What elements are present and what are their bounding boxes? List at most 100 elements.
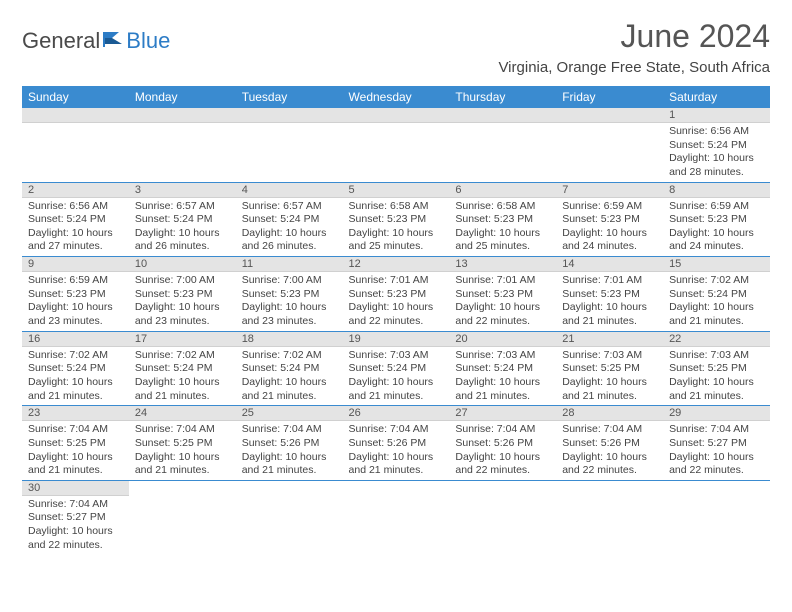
weekday-header: Monday bbox=[129, 86, 236, 108]
daylight-line-1: Daylight: 10 hours bbox=[455, 376, 550, 390]
day-body: Sunrise: 7:00 AMSunset: 5:23 PMDaylight:… bbox=[129, 272, 236, 331]
sunrise-line: Sunrise: 7:04 AM bbox=[455, 423, 550, 437]
daylight-line-1: Daylight: 10 hours bbox=[349, 451, 444, 465]
sunrise-line: Sunrise: 7:00 AM bbox=[242, 274, 337, 288]
day-body: Sunrise: 7:02 AMSunset: 5:24 PMDaylight:… bbox=[663, 272, 770, 331]
day-number: 28 bbox=[556, 406, 663, 421]
calendar-day-cell: 25Sunrise: 7:04 AMSunset: 5:26 PMDayligh… bbox=[236, 406, 343, 481]
calendar-week-row: 9Sunrise: 6:59 AMSunset: 5:23 PMDaylight… bbox=[22, 257, 770, 332]
calendar-day-cell: 2Sunrise: 6:56 AMSunset: 5:24 PMDaylight… bbox=[22, 182, 129, 257]
daylight-line-2: and 22 minutes. bbox=[349, 315, 444, 329]
day-number: 10 bbox=[129, 257, 236, 272]
month-title: June 2024 bbox=[498, 18, 770, 55]
sunset-line: Sunset: 5:24 PM bbox=[135, 362, 230, 376]
daynum-bar-empty bbox=[343, 108, 450, 123]
calendar-day-cell: 23Sunrise: 7:04 AMSunset: 5:25 PMDayligh… bbox=[22, 406, 129, 481]
daylight-line-2: and 28 minutes. bbox=[669, 166, 764, 180]
daylight-line-2: and 22 minutes. bbox=[455, 464, 550, 478]
day-number: 12 bbox=[343, 257, 450, 272]
day-body: Sunrise: 6:57 AMSunset: 5:24 PMDaylight:… bbox=[236, 198, 343, 257]
day-body: Sunrise: 7:01 AMSunset: 5:23 PMDaylight:… bbox=[449, 272, 556, 331]
daylight-line-2: and 21 minutes. bbox=[135, 464, 230, 478]
sunset-line: Sunset: 5:23 PM bbox=[455, 213, 550, 227]
day-number: 8 bbox=[663, 183, 770, 198]
calendar-day-cell: 17Sunrise: 7:02 AMSunset: 5:24 PMDayligh… bbox=[129, 331, 236, 406]
day-number: 16 bbox=[22, 332, 129, 347]
daylight-line-1: Daylight: 10 hours bbox=[455, 301, 550, 315]
day-number: 20 bbox=[449, 332, 556, 347]
calendar-table: Sunday Monday Tuesday Wednesday Thursday… bbox=[22, 86, 770, 554]
daylight-line-1: Daylight: 10 hours bbox=[135, 376, 230, 390]
sunset-line: Sunset: 5:24 PM bbox=[135, 213, 230, 227]
day-number: 27 bbox=[449, 406, 556, 421]
calendar-day-cell: 29Sunrise: 7:04 AMSunset: 5:27 PMDayligh… bbox=[663, 406, 770, 481]
sunset-line: Sunset: 5:23 PM bbox=[562, 213, 657, 227]
sunrise-line: Sunrise: 7:01 AM bbox=[562, 274, 657, 288]
sunset-line: Sunset: 5:27 PM bbox=[669, 437, 764, 451]
sunset-line: Sunset: 5:24 PM bbox=[242, 362, 337, 376]
day-number: 24 bbox=[129, 406, 236, 421]
day-body: Sunrise: 6:56 AMSunset: 5:24 PMDaylight:… bbox=[663, 123, 770, 182]
daylight-line-1: Daylight: 10 hours bbox=[135, 301, 230, 315]
daylight-line-1: Daylight: 10 hours bbox=[455, 451, 550, 465]
sunrise-line: Sunrise: 7:04 AM bbox=[242, 423, 337, 437]
weekday-header: Saturday bbox=[663, 86, 770, 108]
sunrise-line: Sunrise: 7:03 AM bbox=[349, 349, 444, 363]
calendar-day-cell: 14Sunrise: 7:01 AMSunset: 5:23 PMDayligh… bbox=[556, 257, 663, 332]
sunrise-line: Sunrise: 7:04 AM bbox=[28, 498, 123, 512]
daylight-line-2: and 23 minutes. bbox=[242, 315, 337, 329]
calendar-day-cell: 5Sunrise: 6:58 AMSunset: 5:23 PMDaylight… bbox=[343, 182, 450, 257]
sunrise-line: Sunrise: 6:59 AM bbox=[28, 274, 123, 288]
logo-text2: Blue bbox=[126, 28, 170, 54]
sunrise-line: Sunrise: 6:56 AM bbox=[28, 200, 123, 214]
calendar-day-cell: 3Sunrise: 6:57 AMSunset: 5:24 PMDaylight… bbox=[129, 182, 236, 257]
sunset-line: Sunset: 5:25 PM bbox=[562, 362, 657, 376]
day-body: Sunrise: 7:03 AMSunset: 5:24 PMDaylight:… bbox=[449, 347, 556, 406]
sunset-line: Sunset: 5:25 PM bbox=[669, 362, 764, 376]
day-body: Sunrise: 6:58 AMSunset: 5:23 PMDaylight:… bbox=[449, 198, 556, 257]
calendar-day-cell: 22Sunrise: 7:03 AMSunset: 5:25 PMDayligh… bbox=[663, 331, 770, 406]
daylight-line-1: Daylight: 10 hours bbox=[135, 227, 230, 241]
sunrise-line: Sunrise: 6:59 AM bbox=[562, 200, 657, 214]
sunset-line: Sunset: 5:24 PM bbox=[455, 362, 550, 376]
day-body: Sunrise: 7:04 AMSunset: 5:26 PMDaylight:… bbox=[556, 421, 663, 480]
sunset-line: Sunset: 5:24 PM bbox=[242, 213, 337, 227]
calendar-day-cell bbox=[449, 480, 556, 554]
day-body: Sunrise: 6:58 AMSunset: 5:23 PMDaylight:… bbox=[343, 198, 450, 257]
day-body: Sunrise: 7:04 AMSunset: 5:26 PMDaylight:… bbox=[236, 421, 343, 480]
daylight-line-1: Daylight: 10 hours bbox=[669, 301, 764, 315]
day-body: Sunrise: 7:01 AMSunset: 5:23 PMDaylight:… bbox=[556, 272, 663, 331]
calendar-day-cell: 21Sunrise: 7:03 AMSunset: 5:25 PMDayligh… bbox=[556, 331, 663, 406]
sunrise-line: Sunrise: 6:58 AM bbox=[455, 200, 550, 214]
sunset-line: Sunset: 5:24 PM bbox=[669, 139, 764, 153]
calendar-day-cell bbox=[556, 108, 663, 182]
day-body: Sunrise: 7:01 AMSunset: 5:23 PMDaylight:… bbox=[343, 272, 450, 331]
calendar-day-cell: 20Sunrise: 7:03 AMSunset: 5:24 PMDayligh… bbox=[449, 331, 556, 406]
sunset-line: Sunset: 5:26 PM bbox=[562, 437, 657, 451]
sunrise-line: Sunrise: 7:04 AM bbox=[669, 423, 764, 437]
sunrise-line: Sunrise: 7:03 AM bbox=[562, 349, 657, 363]
sunrise-line: Sunrise: 7:04 AM bbox=[135, 423, 230, 437]
day-number: 21 bbox=[556, 332, 663, 347]
daylight-line-2: and 22 minutes. bbox=[669, 464, 764, 478]
day-body: Sunrise: 6:59 AMSunset: 5:23 PMDaylight:… bbox=[556, 198, 663, 257]
daynum-bar-empty bbox=[22, 108, 129, 123]
day-number: 14 bbox=[556, 257, 663, 272]
sunrise-line: Sunrise: 7:03 AM bbox=[669, 349, 764, 363]
sunset-line: Sunset: 5:23 PM bbox=[349, 213, 444, 227]
day-number: 1 bbox=[663, 108, 770, 123]
daylight-line-2: and 22 minutes. bbox=[562, 464, 657, 478]
sunrise-line: Sunrise: 6:57 AM bbox=[242, 200, 337, 214]
sunset-line: Sunset: 5:25 PM bbox=[28, 437, 123, 451]
sunset-line: Sunset: 5:24 PM bbox=[349, 362, 444, 376]
daylight-line-2: and 21 minutes. bbox=[669, 315, 764, 329]
logo-flag-icon bbox=[102, 28, 124, 54]
day-number: 3 bbox=[129, 183, 236, 198]
day-body: Sunrise: 7:03 AMSunset: 5:25 PMDaylight:… bbox=[663, 347, 770, 406]
daylight-line-1: Daylight: 10 hours bbox=[28, 451, 123, 465]
day-body: Sunrise: 7:04 AMSunset: 5:27 PMDaylight:… bbox=[663, 421, 770, 480]
calendar-day-cell: 7Sunrise: 6:59 AMSunset: 5:23 PMDaylight… bbox=[556, 182, 663, 257]
day-body: Sunrise: 6:56 AMSunset: 5:24 PMDaylight:… bbox=[22, 198, 129, 257]
daylight-line-2: and 23 minutes. bbox=[28, 315, 123, 329]
calendar-week-row: 16Sunrise: 7:02 AMSunset: 5:24 PMDayligh… bbox=[22, 331, 770, 406]
